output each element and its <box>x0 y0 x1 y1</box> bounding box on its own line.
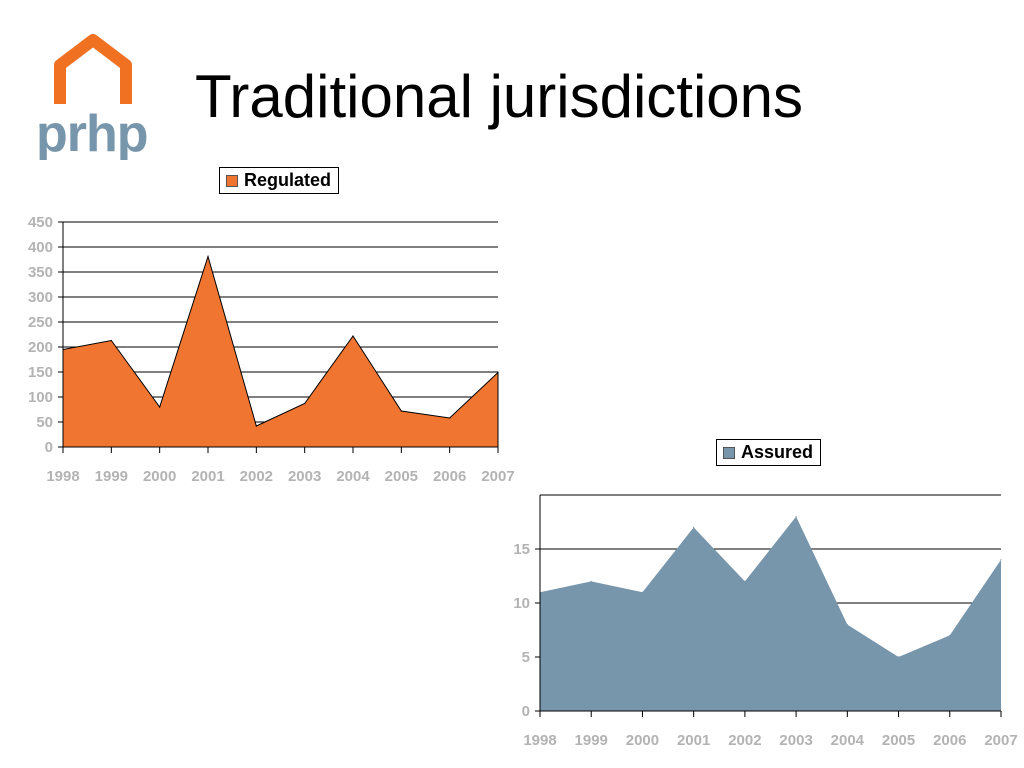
chart1-legend-swatch <box>226 174 238 187</box>
x-tick-label: 2004 <box>831 732 865 749</box>
y-tick-label: 5 <box>522 649 530 666</box>
data-point <box>255 425 257 427</box>
x-tick-label: 2007 <box>984 732 1017 749</box>
x-tick-label: 2004 <box>336 468 370 485</box>
data-point <box>744 580 746 582</box>
data-point <box>449 417 451 419</box>
assured-area-chart: 0 5 10 15 1998 1999 2000 2001 2002 2003 2004 2005 20… <box>513 494 1018 749</box>
y-tick-label: 100 <box>28 389 53 406</box>
chart2-legend-label: Assured <box>741 442 814 462</box>
x-tick-label: 2000 <box>626 732 659 749</box>
data-point <box>400 410 402 412</box>
y-tick-label: 200 <box>28 339 53 356</box>
series-area-assured <box>540 516 1001 711</box>
y-tick-label: 15 <box>513 541 530 558</box>
x-tick-label: 2005 <box>882 732 915 749</box>
data-point <box>641 591 644 593</box>
x-tick-label: 1999 <box>95 468 128 485</box>
slide-title: Traditional jurisdictions <box>195 63 804 130</box>
data-point <box>1000 559 1002 561</box>
x-tick-label: 1998 <box>46 468 79 485</box>
data-point <box>693 526 695 528</box>
x-tick-label: 2002 <box>240 468 273 485</box>
chart2-legend: Assured <box>716 439 822 466</box>
data-point <box>949 634 951 636</box>
x-tick-label: 2001 <box>191 468 224 485</box>
x-tick-label: 2003 <box>288 468 321 485</box>
y-tick-label: 350 <box>28 264 53 281</box>
x-tick-label: 2006 <box>933 732 966 749</box>
y-tick-label: 250 <box>28 314 53 331</box>
house-outline-icon <box>54 34 132 104</box>
data-point <box>795 516 797 518</box>
y-tick-label: 450 <box>28 214 53 231</box>
x-tick-label: 2000 <box>143 468 176 485</box>
regulated-area-chart: 0 50 100 150 200 250 300 350 400 450 1998 1999 2000 2… <box>28 214 515 485</box>
data-point <box>497 371 499 374</box>
x-tick-label: 2002 <box>728 732 761 749</box>
y-tick-label: 300 <box>28 289 53 306</box>
x-tick-label: 1998 <box>523 732 556 749</box>
data-point <box>304 402 306 405</box>
series-area-regulated <box>62 254 499 448</box>
x-tick-label: 2007 <box>481 468 514 485</box>
y-tick-label: 50 <box>36 414 53 431</box>
y-tick-label: 150 <box>28 364 53 381</box>
x-tick-label: 2006 <box>433 468 466 485</box>
data-point <box>159 406 161 408</box>
chart2-legend-swatch <box>723 446 735 459</box>
x-tick-label: 1999 <box>575 732 608 749</box>
x-tick-label: 2005 <box>385 468 418 485</box>
logo-text: prhp <box>36 105 148 160</box>
prhp-logo: prhp <box>36 34 149 160</box>
data-point <box>207 255 209 258</box>
chart1-legend: Regulated <box>219 167 340 194</box>
x-tick-label: 2003 <box>779 732 812 749</box>
data-point <box>352 335 354 337</box>
data-point <box>110 339 112 342</box>
y-tick-label: 0 <box>522 703 530 720</box>
data-point <box>590 580 592 582</box>
data-point <box>897 656 900 658</box>
y-tick-label: 0 <box>45 439 53 456</box>
x-tick-label: 2001 <box>677 732 710 749</box>
data-point <box>846 624 848 626</box>
y-tick-label: 400 <box>28 239 53 256</box>
y-tick-label: 10 <box>513 595 530 612</box>
chart1-legend-label: Regulated <box>244 170 332 190</box>
